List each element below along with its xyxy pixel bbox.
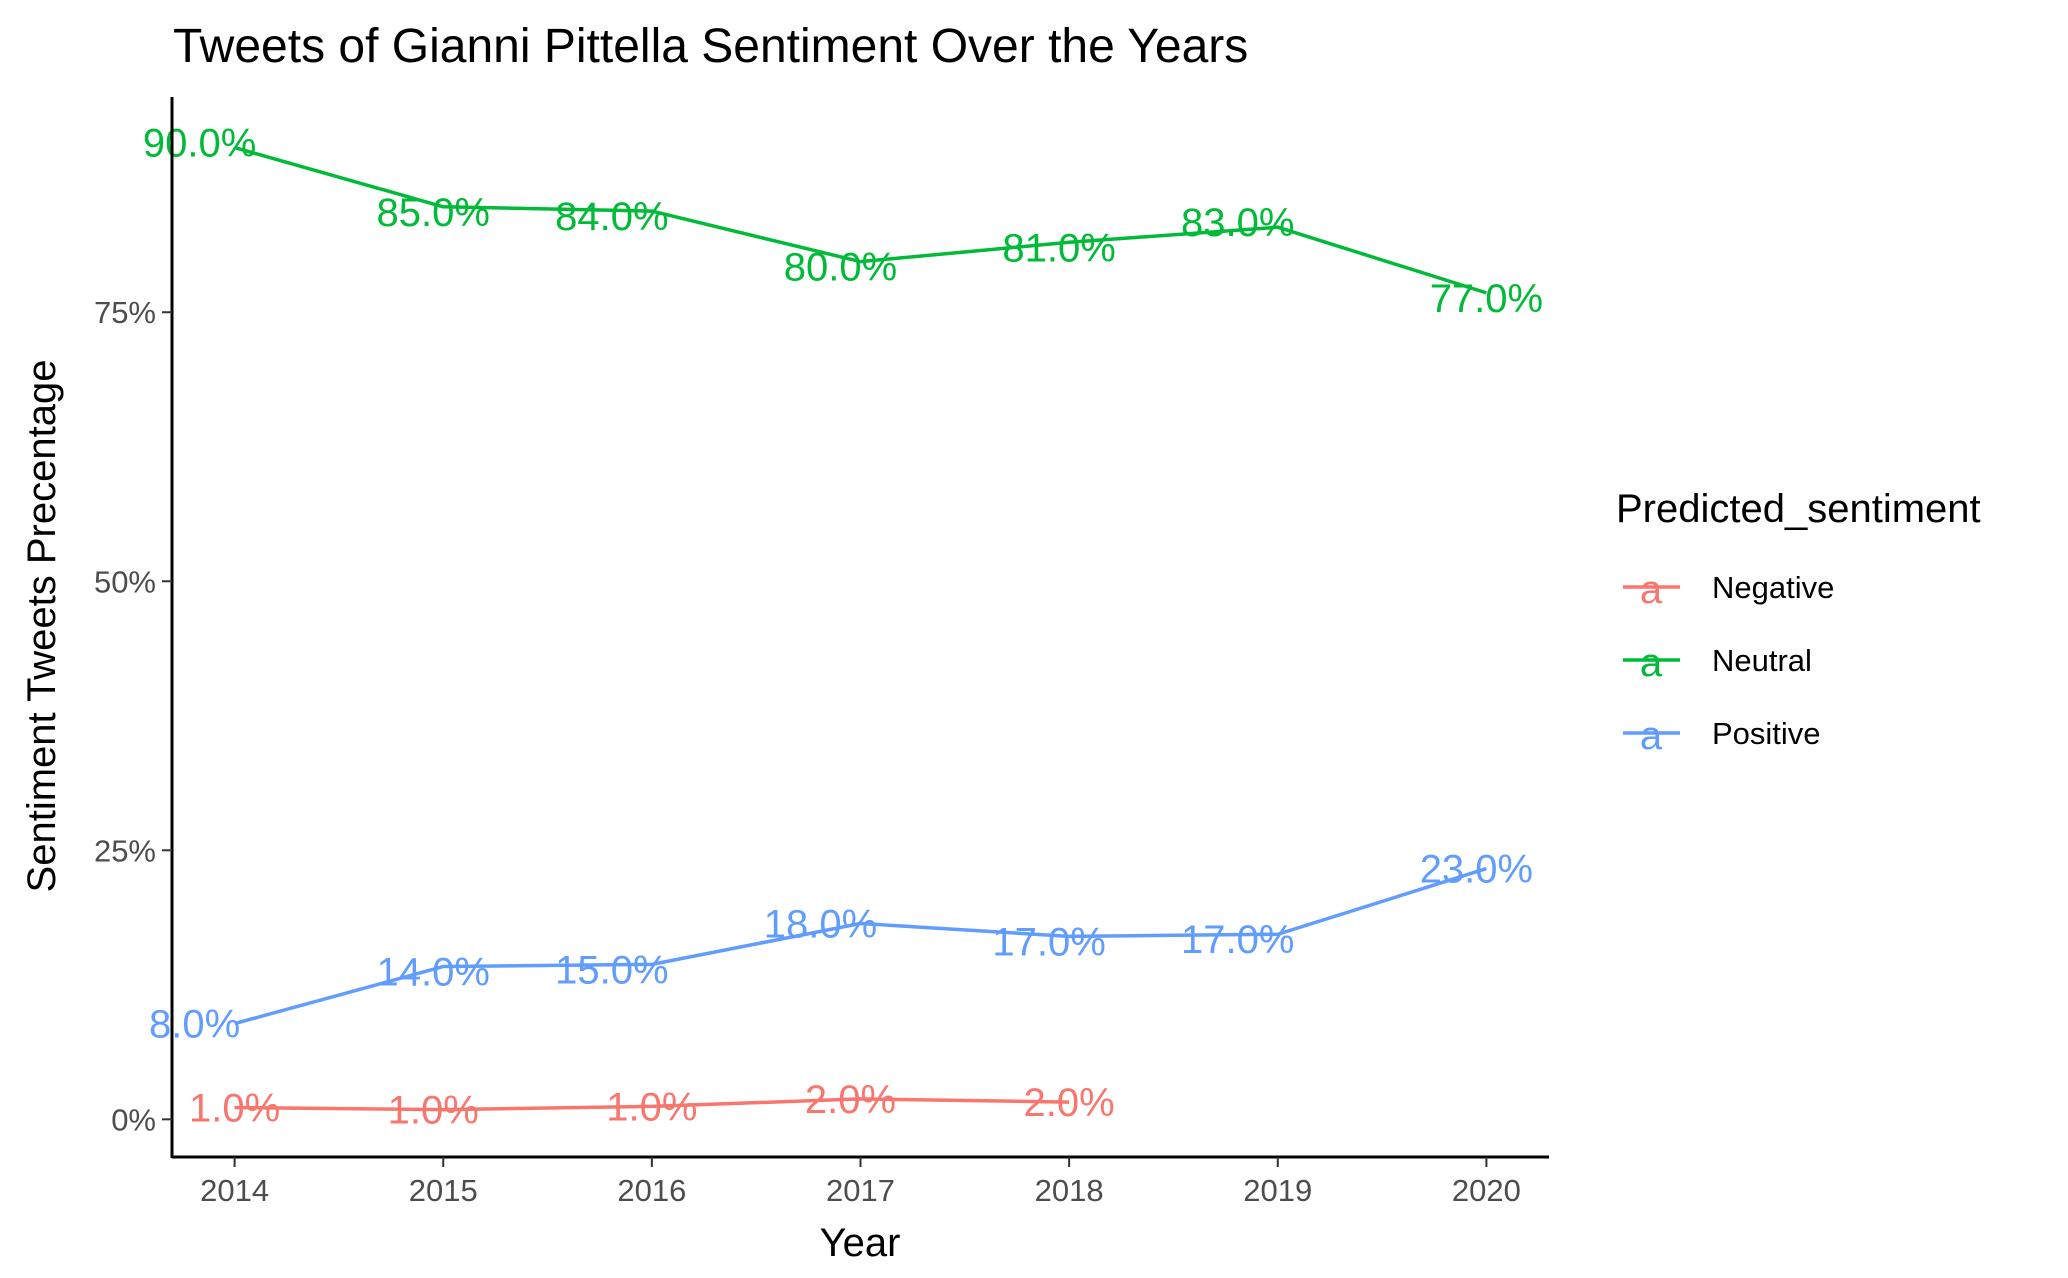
series-lines	[234, 145, 1487, 1112]
data-label-negative: 1.0%	[388, 1089, 479, 1133]
x-tick-label: 2015	[409, 1173, 478, 1208]
legend-label-positive: Positive	[1712, 716, 1821, 751]
data-label-positive: 17.0%	[1181, 918, 1294, 962]
y-tick-label: 75%	[94, 295, 156, 330]
y-axis-ticks: 0% 25% 50% 75%	[94, 295, 172, 1137]
data-label-neutral: 84.0%	[555, 195, 668, 239]
legend-items: a Negative a Neutral a Positive	[1623, 568, 1834, 758]
data-label-positive: 14.0%	[377, 951, 490, 995]
x-tick-label: 2014	[200, 1173, 269, 1208]
data-labels: 1.0% 1.0% 1.0% 2.0% 2.0% 90.0% 85.0% 84.0% 80.0%…	[143, 122, 1543, 1133]
data-label-neutral: 77.0%	[1430, 277, 1543, 321]
data-label-neutral: 80.0%	[784, 246, 897, 290]
series-line-negative	[234, 1097, 1070, 1112]
legend-label-neutral: Neutral	[1712, 643, 1812, 678]
series-line-positive	[234, 866, 1487, 1026]
data-label-negative: 2.0%	[805, 1078, 896, 1122]
x-tick-label: 2017	[826, 1173, 895, 1208]
data-label-negative: 1.0%	[189, 1086, 280, 1130]
legend-key-glyph: a	[1640, 641, 1663, 685]
data-label-neutral: 83.0%	[1181, 201, 1294, 245]
y-tick-label: 25%	[94, 833, 156, 868]
x-axis-title: Year	[820, 1221, 901, 1265]
legend-title: Predicted_sentiment	[1616, 487, 1981, 531]
data-label-neutral: 85.0%	[377, 191, 490, 235]
x-tick-label: 2019	[1243, 1173, 1312, 1208]
x-tick-label: 2016	[617, 1173, 686, 1208]
data-label-positive: 18.0%	[764, 902, 877, 946]
data-label-neutral: 81.0%	[1002, 226, 1115, 270]
data-label-positive: 17.0%	[992, 920, 1105, 964]
data-label-positive: 8.0%	[149, 1003, 240, 1047]
data-label-negative: 2.0%	[1024, 1081, 1115, 1125]
y-tick-label: 50%	[94, 564, 156, 599]
legend-key-glyph: a	[1640, 568, 1663, 612]
chart-title: Tweets of Gianni Pittella Sentiment Over…	[173, 20, 1248, 73]
data-label-neutral: 90.0%	[143, 122, 256, 166]
y-axis-title: Sentiment Tweets Precentage	[20, 360, 64, 893]
data-label-positive: 15.0%	[555, 948, 668, 992]
legend-key-glyph: a	[1640, 714, 1663, 758]
data-label-positive: 23.0%	[1420, 848, 1533, 892]
legend: Predicted_sentiment a Negative a Neutral a Po…	[1616, 487, 1981, 758]
legend-label-negative: Negative	[1712, 570, 1834, 605]
plot-area: 1.0% 1.0% 1.0% 2.0% 2.0% 90.0% 85.0% 84.0% 80.0%…	[143, 122, 1543, 1133]
y-tick-label: 0%	[111, 1102, 156, 1137]
x-tick-label: 2020	[1452, 1173, 1521, 1208]
data-label-negative: 1.0%	[606, 1085, 697, 1129]
series-line-neutral	[234, 145, 1487, 295]
x-axis-ticks: 2014 2015 2016 2017 2018 2019 2020	[200, 1157, 1521, 1208]
x-tick-label: 2018	[1035, 1173, 1104, 1208]
